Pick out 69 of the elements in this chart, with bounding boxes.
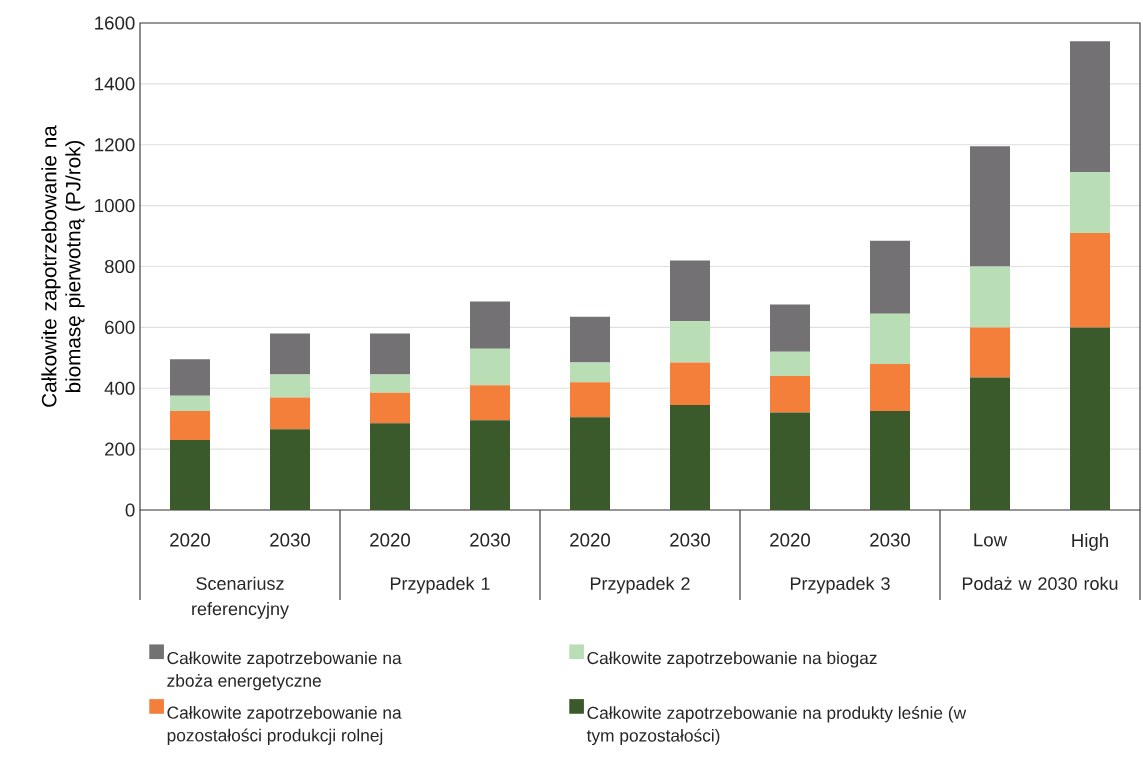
bar bbox=[870, 363, 911, 412]
legend-label: Całkowite zapotrzebowanie na pozostałości produkcji rolnej bbox=[167, 706, 402, 745]
x-tick-label: High bbox=[1072, 533, 1108, 551]
y-tick-label: 200 bbox=[105, 442, 135, 456]
bar bbox=[1070, 172, 1111, 234]
bar bbox=[670, 362, 710, 405]
text: Podaż w 2030 roku bbox=[962, 576, 1118, 590]
bar bbox=[870, 313, 911, 364]
text: Scenariusz referencyjny bbox=[192, 576, 289, 619]
bar bbox=[970, 327, 1011, 378]
bar bbox=[170, 395, 210, 412]
x-tick-label: 2020 bbox=[770, 533, 811, 547]
bar bbox=[770, 376, 811, 413]
bar bbox=[1070, 233, 1111, 328]
bar bbox=[270, 333, 310, 375]
bar bbox=[470, 385, 510, 421]
y-tick-label: 800 bbox=[104, 259, 135, 274]
bar bbox=[770, 412, 811, 510]
bar bbox=[370, 392, 410, 424]
x-tick-label: 2020 bbox=[370, 533, 411, 547]
bar bbox=[970, 266, 1011, 328]
bar bbox=[270, 374, 310, 398]
x-tick-label: 2020 bbox=[170, 533, 211, 547]
x-tick-label: Low bbox=[974, 533, 1008, 547]
y-axis-title: Całkowite zapotrzebowanie na biomasę pierwotną (PJ/rok) bbox=[41, 125, 85, 407]
x-tick-label: 2020 bbox=[570, 533, 611, 547]
text: Przypadek 2 bbox=[590, 576, 690, 594]
bar bbox=[670, 404, 710, 510]
bar bbox=[470, 420, 510, 510]
y-tick-label: 1000 bbox=[95, 199, 135, 213]
bar bbox=[970, 377, 1011, 510]
y-tick-label: 1600 bbox=[95, 16, 135, 30]
bar bbox=[770, 351, 811, 377]
bar bbox=[770, 304, 811, 352]
bar bbox=[370, 374, 410, 393]
bar bbox=[170, 411, 210, 440]
bar bbox=[170, 359, 210, 396]
bar bbox=[570, 316, 611, 363]
bar bbox=[670, 260, 710, 322]
bar bbox=[570, 362, 611, 383]
text: Przypadek 3 bbox=[790, 576, 890, 594]
bar bbox=[570, 382, 611, 418]
legend-label: Całkowite zapotrzebowanie na zboża energetyczne bbox=[167, 651, 402, 691]
bar bbox=[170, 440, 210, 510]
y-tick-label: 1400 bbox=[95, 77, 135, 91]
bar bbox=[270, 397, 310, 430]
bar bbox=[1070, 327, 1111, 510]
x-tick-label: 2030 bbox=[670, 533, 711, 547]
bar bbox=[870, 411, 911, 510]
legend-label: Całkowite zapotrzebowanie na biogaz bbox=[587, 651, 877, 668]
text: Przypadek 1 bbox=[390, 576, 490, 594]
y-tick-label: 600 bbox=[105, 320, 135, 334]
x-tick-label: 2030 bbox=[870, 533, 911, 547]
bar bbox=[470, 301, 510, 349]
legend-label: Całkowite zapotrzebowanie na produkty leśnie (w tym pozostałości) bbox=[586, 706, 967, 746]
bar bbox=[570, 417, 611, 510]
y-tick-label: 400 bbox=[104, 381, 135, 395]
y-tick-label: 1200 bbox=[95, 138, 135, 152]
bar bbox=[870, 240, 911, 314]
bar bbox=[470, 348, 510, 386]
bar bbox=[1070, 41, 1111, 173]
x-tick-label: 2030 bbox=[470, 533, 511, 547]
bar bbox=[970, 146, 1011, 267]
bar bbox=[670, 321, 710, 363]
bar bbox=[370, 423, 410, 510]
bar bbox=[270, 429, 310, 510]
bar bbox=[370, 333, 410, 375]
x-tick-label: 2030 bbox=[270, 533, 311, 547]
y-tick-label: 0 bbox=[125, 503, 135, 517]
